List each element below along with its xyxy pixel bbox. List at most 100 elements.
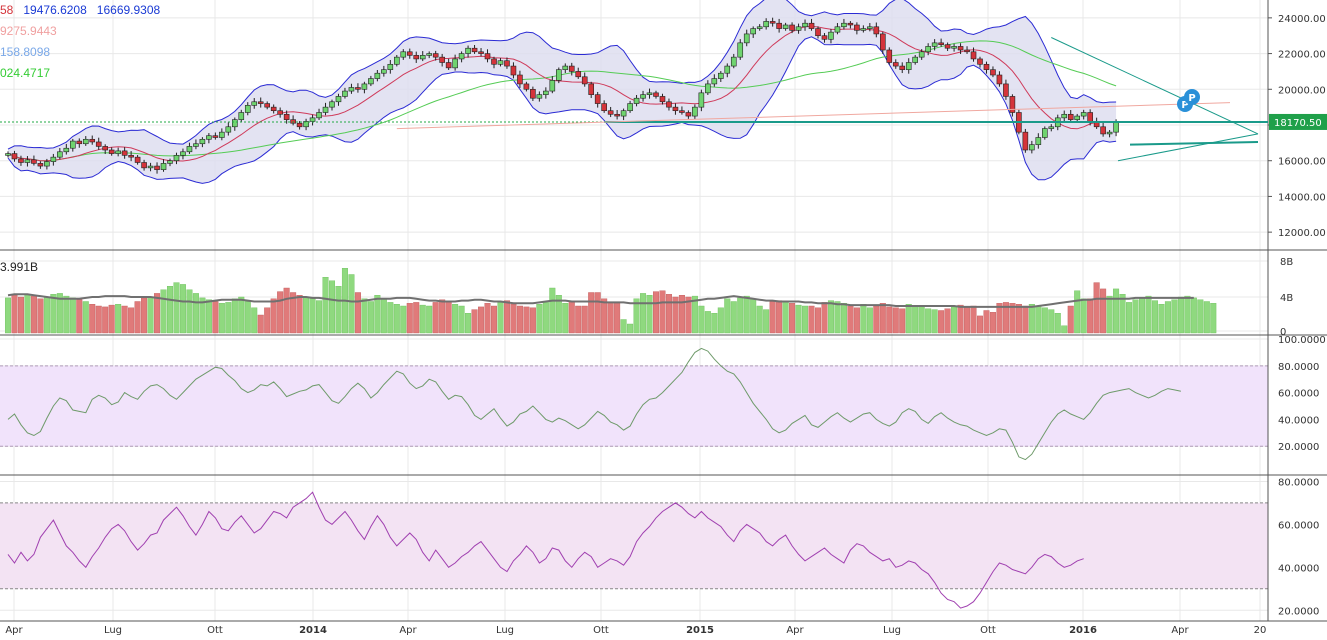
y-axis-tick-label: 80.0000 (1278, 362, 1319, 373)
candle-body (270, 106, 277, 112)
candle-body (374, 72, 381, 79)
candle-body (808, 22, 815, 29)
x-axis-tick-label: Lug (496, 625, 514, 635)
volume-bar (186, 289, 193, 334)
candle-body (491, 58, 497, 65)
volume-bar (1028, 304, 1035, 334)
volume-bar (30, 295, 37, 334)
volume-bar (730, 301, 737, 334)
candle-body (944, 44, 951, 49)
volume-bar (43, 296, 50, 334)
volume-bar (821, 302, 828, 334)
candle-body (873, 26, 880, 35)
volume-bar (160, 289, 167, 334)
volume-bar (549, 287, 556, 334)
candle-body (1067, 113, 1074, 120)
candle-body (504, 60, 510, 67)
volume-bar (374, 295, 381, 334)
marker-circle (1184, 89, 1200, 105)
volume-bar (614, 303, 621, 334)
candle-body (530, 88, 536, 99)
volume-bar (989, 312, 996, 334)
volume-bar (24, 294, 31, 334)
candle-body (692, 106, 698, 117)
volume-bar (205, 299, 212, 334)
candle-body (892, 62, 899, 67)
triangle-upper-line (1051, 37, 1259, 135)
candle-body (173, 155, 180, 162)
volume-bar (1041, 307, 1048, 334)
candle-body (575, 71, 582, 78)
y-axis-tick-label: 60.0000 (1278, 389, 1319, 400)
candle-body (348, 87, 355, 92)
candle-body (70, 140, 76, 149)
volume-bar (316, 300, 323, 334)
x-axis-tick-label: Apr (399, 625, 417, 635)
candle-body (484, 53, 491, 60)
candle-body (1048, 126, 1055, 129)
candle-body (834, 26, 841, 33)
volume-legend: 3.991B (0, 260, 38, 274)
candle-body (983, 63, 990, 70)
candle-body (568, 65, 575, 72)
volume-bar (484, 303, 491, 334)
volume-bar (802, 305, 809, 334)
volume-bar (400, 305, 407, 334)
volume-bar (445, 301, 452, 334)
candle-body (50, 156, 57, 162)
volume-bar (406, 303, 413, 334)
volume-bar (63, 295, 70, 334)
volume-bar (886, 306, 893, 334)
volume-bar (1015, 304, 1022, 334)
candle-body (957, 46, 964, 51)
volume-bar (815, 307, 822, 334)
candle-body (199, 138, 206, 145)
volume-bar (873, 305, 880, 334)
candle-body (867, 26, 873, 29)
candle-body (283, 113, 290, 120)
rsi-pane (0, 347, 1268, 461)
current-price-label-bg (1269, 113, 1327, 130)
volume-bar (257, 314, 264, 334)
candle-body (737, 42, 744, 58)
volume-legend-value: 3.991B (0, 260, 39, 274)
volume-bar (853, 307, 860, 334)
candle-body (782, 24, 789, 29)
candle-body (899, 65, 906, 70)
volume-bar (620, 319, 627, 334)
candle-body (193, 143, 199, 147)
volume-bar (296, 295, 303, 334)
candle-body (549, 80, 556, 92)
candle-body (977, 58, 983, 65)
volume-bar (1119, 294, 1126, 334)
candle-body (717, 72, 724, 79)
volume-bar (439, 299, 446, 334)
x-axis-tick-label: Ott (593, 625, 609, 635)
volume-bar (905, 304, 912, 334)
volume-bar (1009, 303, 1016, 334)
candle-body (419, 55, 426, 60)
volume-bar (951, 306, 958, 334)
legend-value: 9275.9443 (0, 24, 57, 38)
volume-bar (393, 304, 400, 334)
volume-bar (523, 306, 530, 334)
volume-bar (1171, 299, 1178, 334)
y-axis-tick-label: 60.0000 (1278, 520, 1319, 531)
volume-bar (1126, 302, 1133, 334)
y-axis-tick-label: 40.0000 (1278, 415, 1319, 426)
price-pane (5, 0, 1119, 184)
candle-body (970, 51, 977, 60)
y-axis-tick-label: 20.0000 (1278, 442, 1319, 453)
candle-body (63, 147, 70, 153)
candle-body (458, 53, 465, 60)
volume-bar (588, 292, 595, 334)
legend-value: 158.8098 (0, 45, 51, 59)
volume-bar (925, 308, 932, 334)
bollinger-lower-line (7, 36, 1117, 184)
legend-row-4: 024.4717 (0, 66, 50, 80)
candle-body (854, 24, 860, 31)
candle-body (186, 146, 193, 153)
volume-bar (128, 307, 135, 334)
